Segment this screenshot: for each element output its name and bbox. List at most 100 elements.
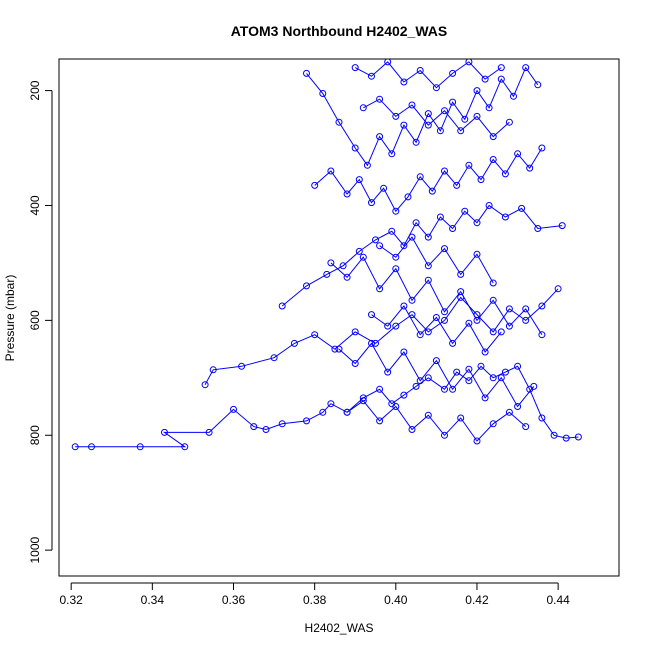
x-axis: 0.32 0.34 0.36 0.38 0.40 0.42 0.44 — [59, 582, 570, 607]
data-point — [424, 121, 432, 129]
data-point — [424, 276, 432, 284]
data-point — [489, 279, 497, 287]
data-point — [481, 75, 489, 83]
data-point — [432, 84, 440, 92]
data-point — [416, 67, 424, 74]
data-point — [465, 319, 473, 327]
data-point — [481, 394, 489, 402]
data-point — [311, 331, 319, 339]
data-point — [416, 331, 424, 339]
data-point — [392, 322, 400, 330]
data-point — [392, 253, 400, 261]
data-point — [400, 78, 408, 86]
data-point — [205, 428, 213, 436]
x-tick-label: 0.36 — [222, 593, 246, 607]
data-point — [376, 285, 384, 293]
data-point — [368, 339, 375, 347]
data-point — [538, 144, 546, 152]
data-point — [404, 193, 412, 201]
x-tick-label: 0.44 — [546, 593, 570, 607]
data-point — [505, 408, 513, 416]
data-point — [392, 265, 400, 273]
data-point — [201, 381, 209, 389]
data-point — [400, 242, 408, 250]
data-point — [522, 64, 530, 72]
data-point — [501, 170, 509, 178]
y-tick-label: 400 — [28, 195, 42, 215]
data-point — [376, 133, 384, 141]
data-point — [71, 443, 79, 451]
series-line — [204, 288, 559, 385]
series-line — [281, 204, 563, 307]
data-point — [351, 144, 359, 152]
data-point — [303, 417, 310, 425]
data-point — [412, 138, 420, 146]
data-point — [432, 314, 440, 321]
data-point — [230, 405, 237, 413]
data-point — [376, 242, 384, 250]
data-point — [270, 354, 278, 362]
data-point — [441, 431, 448, 439]
data-point — [408, 233, 416, 241]
data-point — [441, 385, 448, 393]
data-point — [489, 374, 497, 382]
data-point — [408, 101, 416, 109]
x-tick-label: 0.34 — [141, 593, 165, 607]
data-point — [465, 365, 473, 373]
data-point — [181, 443, 189, 451]
data-point — [457, 288, 465, 296]
data-point — [359, 253, 367, 261]
data-series — [368, 302, 505, 356]
data-point — [522, 423, 530, 431]
data-point — [477, 362, 485, 370]
series-line — [306, 66, 539, 167]
data-point — [363, 161, 371, 169]
data-point — [441, 308, 448, 316]
data-point — [412, 219, 420, 227]
data-point — [319, 90, 327, 97]
series-line — [354, 61, 502, 89]
data-point — [136, 443, 144, 451]
data-point — [416, 173, 424, 181]
data-point — [538, 302, 546, 310]
data-point — [489, 133, 497, 141]
y-axis-label: Pressure (mbar) — [3, 275, 17, 362]
data-series — [359, 95, 513, 141]
series-line — [379, 236, 494, 284]
data-point — [436, 213, 444, 221]
data-point — [339, 262, 347, 270]
data-point — [514, 403, 522, 410]
data-point — [514, 150, 522, 158]
data-point — [262, 426, 270, 433]
data-point — [400, 302, 408, 310]
data-point — [424, 233, 432, 241]
data-point — [526, 164, 534, 172]
data-point — [461, 115, 469, 123]
series-line — [338, 342, 535, 408]
data-point — [343, 190, 351, 198]
data-point — [278, 302, 286, 310]
y-axis: 200 400 600 800 1000 — [28, 80, 53, 564]
data-series — [71, 362, 582, 451]
data-point — [432, 357, 440, 365]
data-point — [489, 420, 497, 428]
data-point — [505, 322, 513, 330]
data-point — [457, 127, 465, 135]
data-point — [497, 374, 505, 382]
data-point — [303, 69, 310, 77]
data-series — [278, 202, 566, 310]
data-point — [453, 368, 461, 376]
data-point — [372, 339, 379, 347]
data-point — [384, 59, 392, 66]
y-tick-label: 1000 — [28, 536, 42, 563]
data-point — [400, 121, 408, 129]
data-point — [473, 250, 481, 258]
y-tick-label: 800 — [28, 425, 42, 445]
data-point — [505, 305, 513, 313]
data-point — [473, 316, 481, 324]
x-tick-label: 0.42 — [465, 593, 489, 607]
data-point — [331, 345, 339, 353]
data-point — [538, 331, 546, 339]
data-point — [505, 118, 513, 126]
data-point — [372, 236, 379, 244]
